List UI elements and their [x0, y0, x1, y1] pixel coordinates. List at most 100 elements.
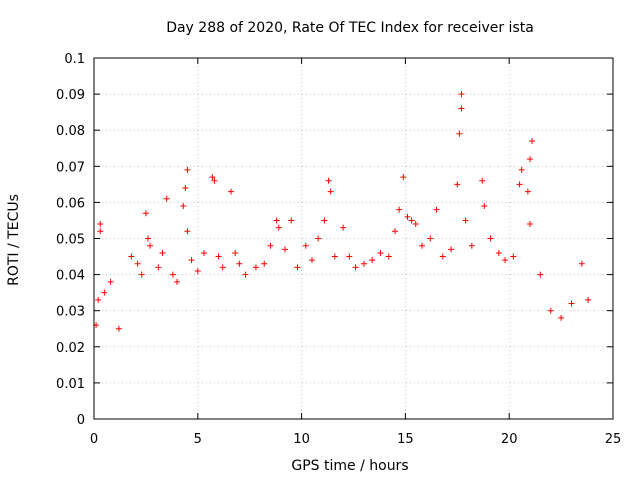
- y-tick-label: 0.02: [56, 341, 85, 356]
- data-point: [101, 289, 108, 296]
- data-point: [184, 166, 191, 173]
- data-point: [327, 188, 334, 195]
- data-point: [578, 260, 585, 267]
- data-point: [392, 228, 399, 235]
- data-point: [144, 235, 151, 242]
- data-point: [340, 224, 347, 231]
- y-tick-label: 0.07: [56, 160, 85, 175]
- y-tick-label: 0.09: [56, 88, 85, 103]
- data-point: [495, 249, 502, 256]
- x-tick-label: 0: [90, 432, 98, 447]
- data-point: [242, 271, 249, 278]
- data-point: [439, 253, 446, 260]
- data-point: [294, 264, 301, 271]
- data-point: [346, 253, 353, 260]
- data-point: [408, 217, 415, 224]
- data-point: [209, 174, 216, 181]
- data-point: [385, 253, 392, 260]
- data-point: [558, 314, 565, 321]
- data-point: [524, 188, 531, 195]
- data-point: [107, 278, 114, 285]
- data-point: [518, 166, 525, 173]
- data-point: [252, 264, 259, 271]
- data-point: [288, 217, 295, 224]
- grid-layer: [94, 58, 613, 419]
- data-point: [526, 156, 533, 163]
- data-point: [585, 296, 592, 303]
- data-point: [219, 264, 226, 271]
- data-point: [188, 257, 195, 264]
- data-point: [180, 203, 187, 210]
- y-tick-label: 0.03: [56, 305, 85, 320]
- y-tick-label: 0: [77, 413, 85, 428]
- data-point: [281, 246, 288, 253]
- data-point: [97, 221, 104, 228]
- data-point: [462, 217, 469, 224]
- data-point: [400, 174, 407, 181]
- data-point: [481, 203, 488, 210]
- chart-title: Day 288 of 2020, Rate Of TEC Index for r…: [166, 20, 534, 36]
- data-point: [134, 260, 141, 267]
- data-point: [97, 228, 104, 235]
- data-point: [273, 217, 280, 224]
- data-point: [510, 253, 517, 260]
- data-point: [325, 177, 332, 184]
- data-point: [215, 253, 222, 260]
- x-tick-label: 25: [605, 432, 622, 447]
- x-tick-label: 5: [194, 432, 202, 447]
- data-point: [315, 235, 322, 242]
- data-point: [321, 217, 328, 224]
- data-point: [201, 249, 208, 256]
- x-tick-label: 10: [293, 432, 310, 447]
- y-tick-labels: 0 0.01 0.02 0.03 0.04 0.05 0.06 0.07 0.08 0.09 0.1: [56, 52, 85, 428]
- data-point: [232, 249, 239, 256]
- data-point: [138, 271, 145, 278]
- data-point: [502, 257, 509, 264]
- data-point: [537, 271, 544, 278]
- data-point: [404, 213, 411, 220]
- x-tick-labels: 0 5 10 15 20 25: [90, 432, 621, 447]
- data-point: [458, 91, 465, 98]
- data-point: [174, 278, 181, 285]
- data-point: [419, 242, 426, 249]
- data-point: [468, 242, 475, 249]
- data-point: [448, 246, 455, 253]
- data-point: [454, 181, 461, 188]
- data-point: [163, 195, 170, 202]
- data-point: [267, 242, 274, 249]
- tick-marks: [93, 57, 614, 420]
- data-point: [516, 181, 523, 188]
- data-point: [427, 235, 434, 242]
- plot-frame: [93, 57, 614, 420]
- data-point: [261, 260, 268, 267]
- data-point: [169, 271, 176, 278]
- data-point: [236, 260, 243, 267]
- data-point: [308, 257, 315, 264]
- data-point: [275, 224, 282, 231]
- data-point: [128, 253, 135, 260]
- data-point: [331, 253, 338, 260]
- data-point: [479, 177, 486, 184]
- y-tick-label: 0.04: [56, 269, 85, 284]
- data-point: [184, 228, 191, 235]
- y-tick-label: 0.05: [56, 233, 85, 248]
- y-tick-label: 0.06: [56, 196, 85, 211]
- data-point: [456, 130, 463, 137]
- data-point: [487, 235, 494, 242]
- y-tick-label: 0.08: [56, 124, 85, 139]
- data-point: [115, 325, 122, 332]
- y-axis-label: ROTI / TECUs: [6, 194, 22, 286]
- data-point: [396, 206, 403, 213]
- data-points: [93, 91, 592, 332]
- data-point: [526, 221, 533, 228]
- y-tick-label: 0.1: [64, 52, 85, 67]
- data-point: [155, 264, 162, 271]
- data-point: [182, 184, 189, 191]
- data-point: [412, 221, 419, 228]
- data-point: [352, 264, 359, 271]
- data-point: [228, 188, 235, 195]
- data-point: [194, 267, 201, 274]
- data-point: [433, 206, 440, 213]
- data-point: [529, 138, 536, 145]
